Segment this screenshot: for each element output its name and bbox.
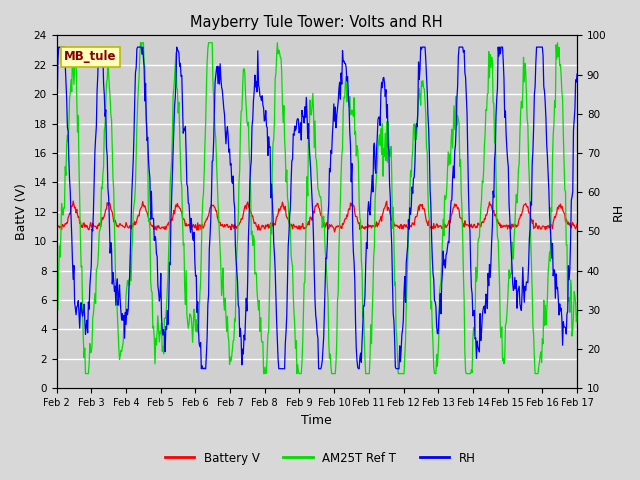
Y-axis label: RH: RH xyxy=(612,203,625,221)
Y-axis label: BattV (V): BattV (V) xyxy=(15,183,28,240)
Title: Mayberry Tule Tower: Volts and RH: Mayberry Tule Tower: Volts and RH xyxy=(191,15,443,30)
Legend: Battery V, AM25T Ref T, RH: Battery V, AM25T Ref T, RH xyxy=(160,447,480,469)
Text: MB_tule: MB_tule xyxy=(65,50,117,63)
X-axis label: Time: Time xyxy=(301,414,332,427)
